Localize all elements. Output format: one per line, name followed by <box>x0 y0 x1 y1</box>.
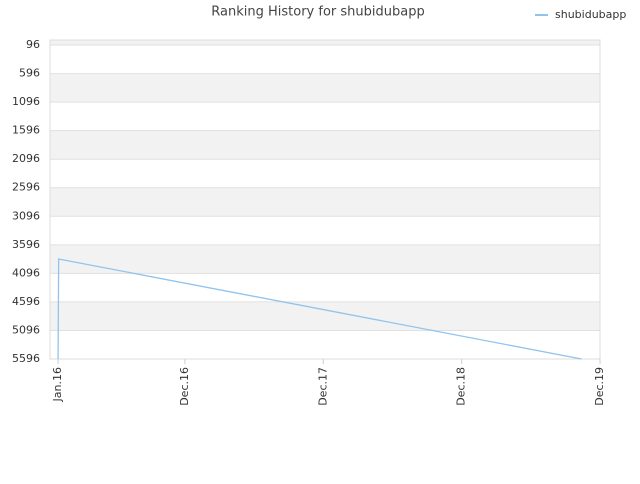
series-line <box>57 258 582 360</box>
x-tick-label: Dec.17 <box>316 367 329 406</box>
y-tick-label: 5096 <box>12 323 40 336</box>
chart-title: Ranking History for shubidubapp <box>211 5 424 20</box>
y-tick-label: 3096 <box>12 209 40 222</box>
grid-band <box>50 45 600 74</box>
grid-band <box>50 159 600 188</box>
grid-band <box>50 216 600 245</box>
y-tick-label: 4596 <box>12 295 40 308</box>
y-tick-label: 4096 <box>12 266 40 279</box>
y-tick-label: 96 <box>26 38 40 51</box>
y-tick-label: 1596 <box>12 124 40 137</box>
y-tick-label: 2096 <box>12 152 40 165</box>
grid-band <box>50 102 600 131</box>
y-tick-label: 3596 <box>12 238 40 251</box>
x-tick-label: Dec.19 <box>593 367 606 406</box>
plot-border <box>49 39 601 360</box>
y-tick-label: 2596 <box>12 181 40 194</box>
legend-label[interactable]: shubidubapp <box>555 8 626 21</box>
x-tick-label: Dec.16 <box>178 367 191 406</box>
plot-background <box>50 40 600 359</box>
grid-band <box>50 330 600 359</box>
x-tick-label: Dec.18 <box>455 367 468 406</box>
y-tick-label: 596 <box>19 67 40 80</box>
y-tick-label: 5596 <box>12 352 40 365</box>
x-tick-label: Jan.16 <box>51 367 64 402</box>
y-tick-label: 1096 <box>12 95 40 108</box>
grid-band <box>50 273 600 302</box>
